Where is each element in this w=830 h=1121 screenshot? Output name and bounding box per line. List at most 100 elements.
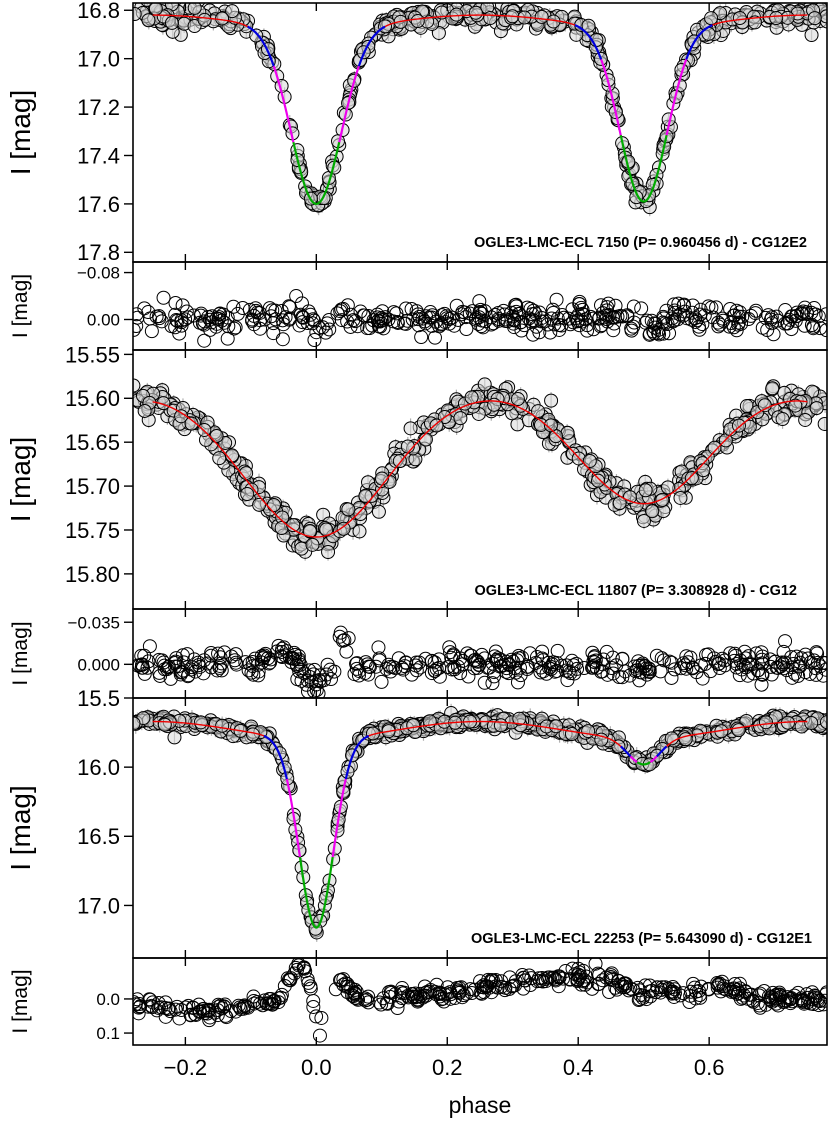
residual-point <box>701 647 716 662</box>
residual-point <box>509 299 524 314</box>
residual-point <box>794 992 809 1007</box>
residual-point <box>204 648 219 663</box>
residual-point <box>498 983 513 998</box>
data-point <box>788 398 803 413</box>
data-point <box>581 724 596 739</box>
data-point <box>374 471 389 486</box>
residual-point <box>306 993 321 1008</box>
data-point <box>543 418 558 433</box>
residual-point <box>458 310 473 325</box>
points-res2 <box>133 625 827 698</box>
residual-point <box>412 309 427 324</box>
residual-point <box>624 323 639 338</box>
residual-point <box>574 300 589 315</box>
residual-point <box>797 318 812 333</box>
points-lc3 <box>133 706 827 940</box>
residual-point <box>233 1001 248 1016</box>
residual-point <box>706 310 721 325</box>
residual-point <box>427 655 442 670</box>
residual-point <box>595 664 610 679</box>
data-point <box>636 513 651 528</box>
residual-point <box>290 962 305 977</box>
residual-point <box>361 667 376 682</box>
data-point <box>403 421 418 436</box>
residual-point <box>808 661 823 676</box>
data-point <box>400 439 415 454</box>
residual-point <box>488 644 503 659</box>
residual-point <box>642 327 657 342</box>
data-point <box>804 28 819 43</box>
residual-point <box>133 997 143 1012</box>
residual-point <box>667 662 682 677</box>
residual-point <box>550 643 565 658</box>
data-point <box>684 471 699 486</box>
residual-point <box>144 324 159 339</box>
residual-point <box>454 307 469 322</box>
residual-point <box>662 654 677 669</box>
data-point <box>341 502 356 517</box>
residual-point <box>432 652 447 667</box>
residual-point <box>691 319 706 334</box>
residual-point <box>729 303 744 318</box>
data-point <box>157 717 172 732</box>
residual-point <box>516 981 531 996</box>
data-point <box>581 18 596 33</box>
data-point <box>358 488 373 503</box>
residual-point <box>585 660 600 675</box>
residual-point <box>157 658 172 673</box>
residual-point <box>365 318 380 333</box>
data-point <box>809 401 824 416</box>
data-point <box>187 3 202 15</box>
residual-point <box>476 320 491 335</box>
residual-point <box>443 645 458 660</box>
residual-point <box>656 653 671 668</box>
residual-point <box>563 666 578 681</box>
residual-point <box>241 663 256 678</box>
residual-point <box>717 658 732 673</box>
residual-point <box>535 651 550 666</box>
residual-point <box>373 319 388 334</box>
data-point <box>212 451 227 466</box>
residual-point <box>378 310 393 325</box>
residual-point <box>600 667 615 682</box>
residual-point <box>306 312 321 327</box>
residual-point <box>668 305 683 320</box>
data-point <box>184 416 199 431</box>
data-point <box>164 15 179 30</box>
data-point <box>696 463 711 478</box>
residual-point <box>754 677 769 692</box>
residual-point <box>440 660 455 675</box>
residual-point <box>288 960 303 975</box>
residual-point <box>572 318 587 333</box>
residual-point <box>294 662 309 677</box>
residual-point <box>727 653 742 668</box>
residual-point <box>175 648 190 663</box>
residual-point <box>213 650 228 665</box>
residual-point <box>585 981 600 996</box>
residual-point <box>262 656 277 671</box>
residual-point <box>632 673 647 688</box>
residual-point <box>396 662 411 677</box>
residual-point <box>779 663 794 678</box>
residual-point <box>149 309 164 324</box>
data-point <box>757 398 772 413</box>
data-point <box>747 15 762 30</box>
residual-point <box>183 1007 198 1022</box>
data-point <box>225 4 240 19</box>
residual-point <box>347 667 362 682</box>
residual-point <box>806 319 821 334</box>
data-point <box>493 718 508 733</box>
data-point <box>371 504 386 519</box>
residual-point <box>320 316 335 331</box>
residual-point <box>685 661 700 676</box>
residual-point <box>777 655 792 670</box>
residual-point <box>755 667 770 682</box>
residual-point <box>181 668 196 683</box>
residual-point <box>506 316 521 331</box>
residual-point <box>228 320 243 335</box>
residual-point <box>606 310 621 325</box>
residual-point <box>141 305 156 320</box>
residual-point <box>154 1000 169 1015</box>
residual-point <box>220 310 235 325</box>
residual-point <box>361 659 376 674</box>
